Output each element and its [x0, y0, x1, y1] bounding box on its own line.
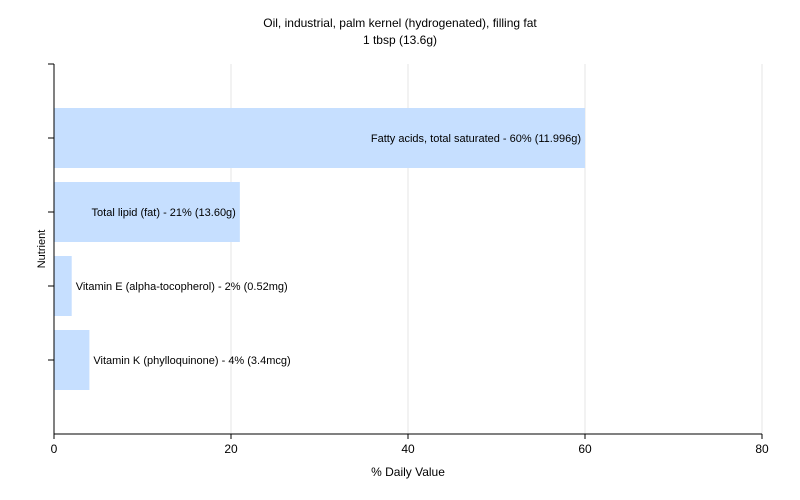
chart-subtitle: 1 tbsp (13.6g)	[363, 33, 437, 47]
bar-label: Vitamin E (alpha-tocopherol) - 2% (0.52m…	[76, 281, 288, 293]
x-tick-label: 60	[578, 442, 592, 456]
bar-label: Fatty acids, total saturated - 60% (11.9…	[371, 133, 581, 145]
chart-title: Oil, industrial, palm kernel (hydrogenat…	[263, 16, 537, 30]
bar-labels: Fatty acids, total saturated - 60% (11.9…	[76, 133, 581, 367]
ticks: 0 20 40 60 80	[48, 63, 769, 456]
x-tick-label: 80	[755, 442, 769, 456]
x-tick-label: 20	[224, 442, 238, 456]
bar	[54, 108, 585, 168]
bar	[54, 330, 90, 390]
x-tick-label: 0	[51, 442, 58, 456]
x-axis-label: % Daily Value	[371, 465, 445, 479]
bar-label: Total lipid (fat) - 21% (13.60g)	[92, 207, 236, 219]
bar	[54, 256, 72, 316]
bar-label: Vitamin K (phylloquinone) - 4% (3.4mcg)	[93, 355, 290, 367]
bars	[54, 108, 585, 390]
x-tick-label: 40	[401, 442, 415, 456]
y-axis-label: Nutrient	[36, 230, 48, 269]
bar	[54, 182, 240, 242]
